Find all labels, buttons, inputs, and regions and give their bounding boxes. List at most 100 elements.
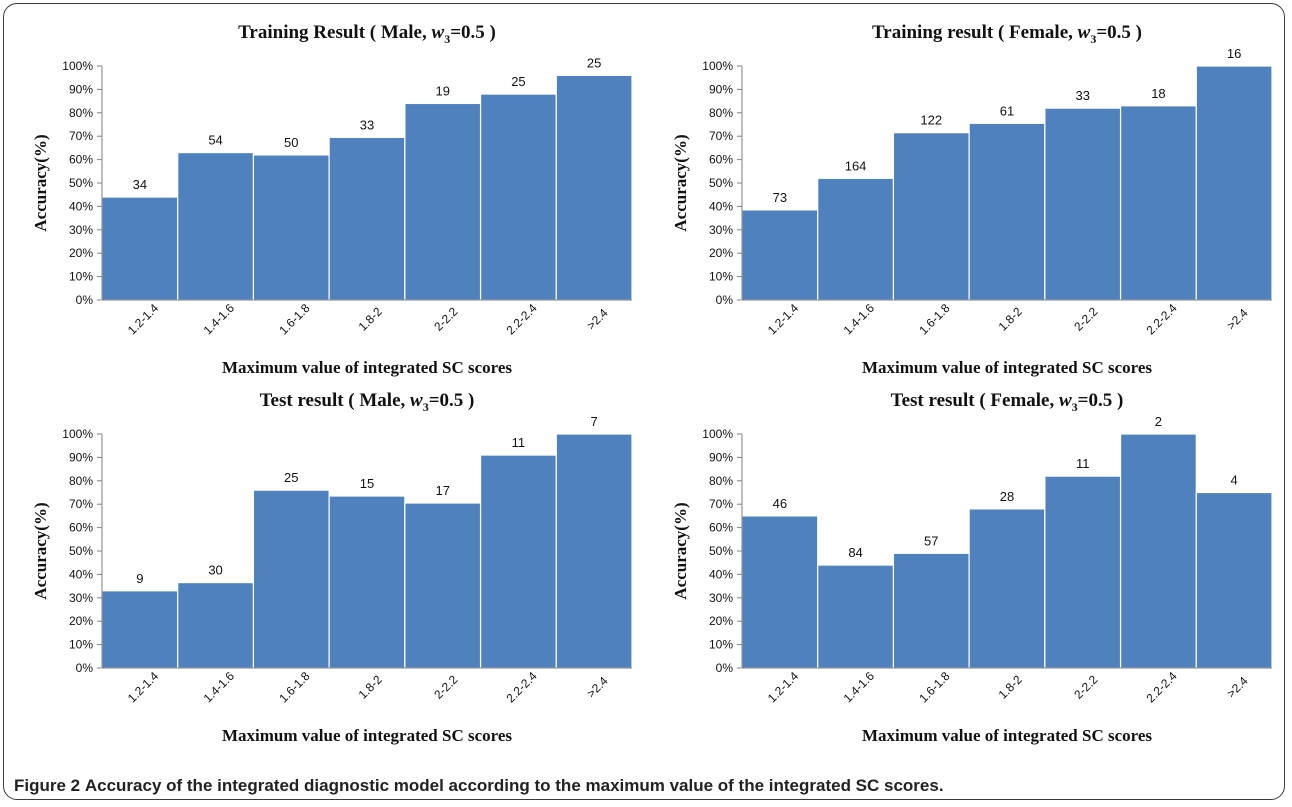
bar xyxy=(1195,491,1273,669)
y-tick-label: 10% xyxy=(69,270,93,284)
bar-data-label: 15 xyxy=(360,476,374,491)
x-tick-label: >2.4 xyxy=(584,306,611,333)
chart-panel-test-female: Test result ( Female, w3=0.5 ) Accuracy(%… xyxy=(646,378,1286,768)
y-tick-label: 0% xyxy=(76,293,94,307)
bar-data-label: 18 xyxy=(1151,86,1165,101)
y-tick-label: 40% xyxy=(69,567,93,581)
bar xyxy=(741,209,819,301)
y-tick-label: 10% xyxy=(69,638,93,652)
bar-data-label: 25 xyxy=(511,74,525,89)
bar xyxy=(817,177,895,301)
x-tick-label: 1.8-2 xyxy=(996,672,1025,701)
bar-data-label: 30 xyxy=(208,563,222,578)
x-tick-label: 1.6-1.8 xyxy=(916,669,953,706)
x-tick-label: 1.2-1.4 xyxy=(765,301,802,338)
x-tick-label: 1.4-1.6 xyxy=(201,301,238,338)
bar-data-label: 84 xyxy=(848,545,862,560)
x-axis-label: Maximum value of integrated SC scores xyxy=(862,358,1152,377)
y-tick-label: 70% xyxy=(69,129,93,143)
y-axis-label: Accuracy(%) xyxy=(31,502,50,599)
y-tick-label: 80% xyxy=(709,474,733,488)
y-tick-label: 60% xyxy=(709,521,733,535)
figure-caption: Figure 2 Accuracy of the integrated diag… xyxy=(14,776,944,796)
y-tick-label: 40% xyxy=(69,199,93,213)
y-tick-label: 70% xyxy=(69,497,93,511)
y-tick-label: 80% xyxy=(69,106,93,120)
y-tick-label: 90% xyxy=(709,450,733,464)
x-tick-label: 1.2-1.4 xyxy=(125,669,162,706)
y-axis-label: Accuracy(%) xyxy=(671,502,690,599)
y-tick-label: 90% xyxy=(709,82,733,96)
y-tick-label: 100% xyxy=(702,59,733,73)
bar-data-label: 28 xyxy=(1000,489,1014,504)
bar-data-label: 50 xyxy=(284,135,298,150)
y-tick-label: 90% xyxy=(69,450,93,464)
x-tick-label: 1.6-1.8 xyxy=(276,669,313,706)
caption-label: Figure 2 xyxy=(14,776,81,795)
chart-title: Test result ( Female, w3=0.5 ) xyxy=(891,390,1124,414)
y-tick-label: 40% xyxy=(709,567,733,581)
y-tick-label: 0% xyxy=(76,661,94,675)
y-tick-label: 50% xyxy=(709,544,733,558)
figure-frame xyxy=(3,3,1285,800)
x-tick-label: 1.6-1.8 xyxy=(276,301,313,338)
y-tick-label: 30% xyxy=(69,591,93,605)
bar xyxy=(968,508,1046,669)
bar xyxy=(892,132,970,301)
x-axis-label: Maximum value of integrated SC scores xyxy=(222,358,512,377)
caption-text: Accuracy of the integrated diagnostic mo… xyxy=(84,776,944,795)
bar-data-label: 4 xyxy=(1231,473,1238,488)
y-tick-label: 50% xyxy=(69,176,93,190)
y-tick-label: 10% xyxy=(709,638,733,652)
x-tick-label: 1.8-2 xyxy=(356,672,385,701)
y-tick-label: 100% xyxy=(62,427,93,441)
y-tick-label: 30% xyxy=(69,223,93,237)
bar xyxy=(479,454,557,669)
y-tick-label: 10% xyxy=(709,270,733,284)
bar xyxy=(101,590,179,669)
bar xyxy=(328,495,406,669)
y-tick-label: 70% xyxy=(709,129,733,143)
bar xyxy=(101,196,179,301)
x-tick-label: 2-2.2 xyxy=(431,672,460,701)
x-tick-label: 1.2-1.4 xyxy=(125,301,162,338)
bar xyxy=(479,93,557,301)
x-tick-label: 2.2-2.4 xyxy=(1143,301,1180,338)
x-tick-label: 2.2-2.4 xyxy=(503,669,540,706)
x-tick-label: 2-2.2 xyxy=(1071,304,1100,333)
bar-data-label: 16 xyxy=(1227,46,1241,61)
bar xyxy=(1195,65,1273,301)
y-tick-label: 20% xyxy=(69,246,93,260)
chart-svg: Training result ( Female, w3=0.5 ) Accura… xyxy=(671,22,1273,377)
x-tick-label: 1.8-2 xyxy=(996,304,1025,333)
x-tick-label: 1.6-1.8 xyxy=(916,301,953,338)
bar-data-label: 7 xyxy=(591,414,598,429)
bar-data-label: 11 xyxy=(512,435,526,450)
chart-panel-test-male: Test result ( Male, w3=0.5 ) Accuracy(%) 0… xyxy=(6,378,646,768)
bar-data-label: 34 xyxy=(133,177,147,192)
bar xyxy=(892,552,970,669)
bar xyxy=(968,122,1046,301)
bar-data-label: 2 xyxy=(1155,414,1162,429)
bar xyxy=(252,489,330,669)
chart-title: Test result ( Male, w3=0.5 ) xyxy=(260,390,475,414)
chart-panel-training-female: Training result ( Female, w3=0.5 ) Accura… xyxy=(646,10,1286,400)
y-tick-label: 20% xyxy=(709,614,733,628)
y-tick-label: 80% xyxy=(69,474,93,488)
bar xyxy=(1044,475,1122,669)
y-tick-label: 20% xyxy=(69,614,93,628)
bar-data-label: 33 xyxy=(1075,88,1089,103)
y-tick-label: 50% xyxy=(709,176,733,190)
y-tick-label: 0% xyxy=(716,293,734,307)
bar-data-label: 25 xyxy=(284,470,298,485)
y-tick-label: 50% xyxy=(69,544,93,558)
y-tick-label: 30% xyxy=(709,223,733,237)
bar xyxy=(555,433,633,669)
bar-data-label: 33 xyxy=(360,117,374,132)
x-tick-label: 1.4-1.6 xyxy=(201,669,238,706)
bar-data-label: 61 xyxy=(1000,103,1014,118)
y-tick-label: 100% xyxy=(702,427,733,441)
x-tick-label: 1.4-1.6 xyxy=(841,669,878,706)
bar xyxy=(404,102,482,301)
chart-svg: Test result ( Female, w3=0.5 ) Accuracy(%… xyxy=(671,390,1273,745)
